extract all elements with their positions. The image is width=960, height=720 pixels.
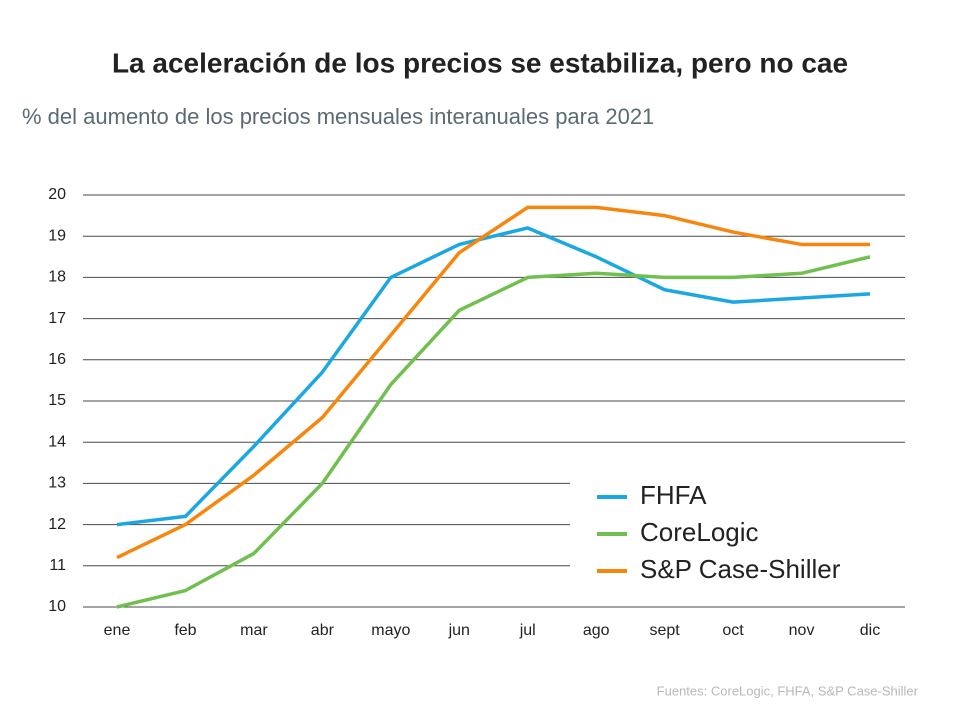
y-tick-label: 14: [48, 433, 66, 450]
x-tick-label: ene: [104, 622, 131, 639]
y-tick-label: 20: [48, 186, 66, 203]
y-tick-label: 13: [48, 475, 66, 492]
x-tick-label: feb: [174, 622, 196, 639]
legend-label: CoreLogic: [640, 517, 759, 547]
x-tick-label: nov: [789, 622, 815, 639]
y-tick-label: 16: [48, 351, 66, 368]
x-tick-label: abr: [311, 622, 335, 639]
x-tick-label: sept: [650, 622, 681, 639]
x-tick-label: ago: [583, 622, 610, 639]
y-tick-label: 17: [48, 310, 66, 327]
chart-subtitle: % del aumento de los precios mensuales i…: [22, 104, 654, 129]
y-tick-label: 15: [48, 392, 66, 409]
x-tick-label: mar: [240, 622, 268, 639]
source-note: Fuentes: CoreLogic, FHFA, S&P Case-Shill…: [657, 683, 919, 698]
y-tick-label: 19: [48, 227, 66, 244]
y-tick-label: 18: [48, 269, 66, 286]
data-line: [116, 205, 870, 560]
x-tick-label: oct: [722, 622, 744, 639]
legend-label: FHFA: [640, 480, 707, 510]
y-tick-label: 12: [48, 516, 66, 533]
x-tick-label: jul: [519, 622, 536, 639]
y-tick-label: 10: [48, 598, 66, 615]
data-line: [116, 255, 871, 609]
x-tick-label: mayo: [371, 622, 410, 639]
y-tick-label: 11: [49, 557, 66, 574]
x-tick-label: jun: [448, 622, 470, 639]
data-line: [116, 226, 871, 527]
x-tick-label: dic: [860, 622, 880, 639]
legend-label: S&P Case-Shiller: [640, 554, 841, 584]
chart-title: La aceleración de los precios se estabil…: [112, 47, 848, 78]
